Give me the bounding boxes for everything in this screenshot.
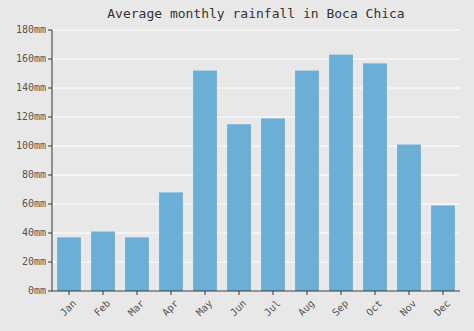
x-tick-label: Aug — [296, 298, 317, 319]
x-tick-label: May — [194, 298, 215, 319]
y-tick — [48, 262, 52, 263]
bars — [57, 55, 455, 291]
grid-line — [52, 30, 460, 31]
y-tick — [48, 204, 52, 205]
bar — [431, 205, 455, 291]
y-axis: 0mm 20mm 40mm 60mm 80mm 100mm 120mm 140mm 160mm 1… — [16, 24, 52, 296]
title: Average monthly rainfall in Boca Chica — [107, 6, 404, 21]
x-tick — [171, 291, 172, 295]
y-tick-label: 20mm — [22, 256, 46, 267]
bar — [363, 63, 387, 291]
y-tick-label: 140mm — [16, 82, 46, 93]
y-tick-label: 100mm — [16, 140, 46, 151]
y-tick — [48, 30, 52, 31]
x-tick — [103, 291, 104, 295]
x-tick — [409, 291, 410, 295]
bar — [159, 192, 183, 291]
x-tick — [443, 291, 444, 295]
y-tick — [48, 233, 52, 234]
x-tick-label: Mar — [126, 298, 147, 319]
bar — [261, 118, 285, 291]
grid-line — [52, 117, 460, 118]
y-tick-label: 120mm — [16, 111, 46, 122]
x-tick-label: Jun — [228, 298, 249, 319]
x-axis-line — [52, 291, 460, 292]
grid-line — [52, 88, 460, 89]
x-tick — [205, 291, 206, 295]
grid-line — [52, 59, 460, 60]
grid — [52, 30, 460, 291]
y-tick-label: 160mm — [16, 53, 46, 64]
x-tick — [69, 291, 70, 295]
bar — [125, 237, 149, 291]
y-tick — [48, 88, 52, 89]
y-tick — [48, 117, 52, 118]
x-tick-label: Sep — [330, 298, 351, 319]
bar — [57, 237, 81, 291]
chart-container: 0mm 20mm 40mm 60mm 80mm 100mm 120mm 140mm 160mm 1… — [0, 0, 474, 331]
bar — [397, 145, 421, 291]
y-tick — [48, 175, 52, 176]
x-tick-label: Feb — [92, 298, 113, 319]
x-tick-label: Nov — [398, 298, 419, 319]
y-tick-label: 80mm — [22, 169, 46, 180]
grid-line — [52, 291, 460, 292]
x-tick-label: Dec — [432, 298, 453, 319]
y-tick-label: 60mm — [22, 198, 46, 209]
y-tick — [48, 291, 52, 292]
x-tick-label: Oct — [364, 298, 385, 319]
bar — [91, 232, 115, 291]
x-tick — [239, 291, 240, 295]
x-tick — [273, 291, 274, 295]
x-tick — [341, 291, 342, 295]
x-tick-label: Apr — [160, 298, 181, 319]
chart: 0mm 20mm 40mm 60mm 80mm 100mm 120mm 140mm 160mm 1… — [0, 0, 474, 331]
y-tick-label: 0mm — [28, 285, 46, 296]
bar — [295, 71, 319, 291]
x-tick — [307, 291, 308, 295]
y-tick — [48, 146, 52, 147]
bar — [193, 71, 217, 291]
x-axis: Jan Feb Mar Apr May Jun Jul Aug Sep Oct Nov Dec — [58, 291, 453, 318]
x-tick — [375, 291, 376, 295]
x-tick-label: Jan — [58, 298, 79, 319]
bar — [227, 124, 251, 291]
x-tick-label: Jul — [262, 298, 283, 319]
y-axis-line — [52, 30, 53, 291]
x-tick — [137, 291, 138, 295]
y-tick-label: 180mm — [16, 24, 46, 35]
y-tick-label: 40mm — [22, 227, 46, 238]
y-tick — [48, 59, 52, 60]
bar — [329, 55, 353, 291]
